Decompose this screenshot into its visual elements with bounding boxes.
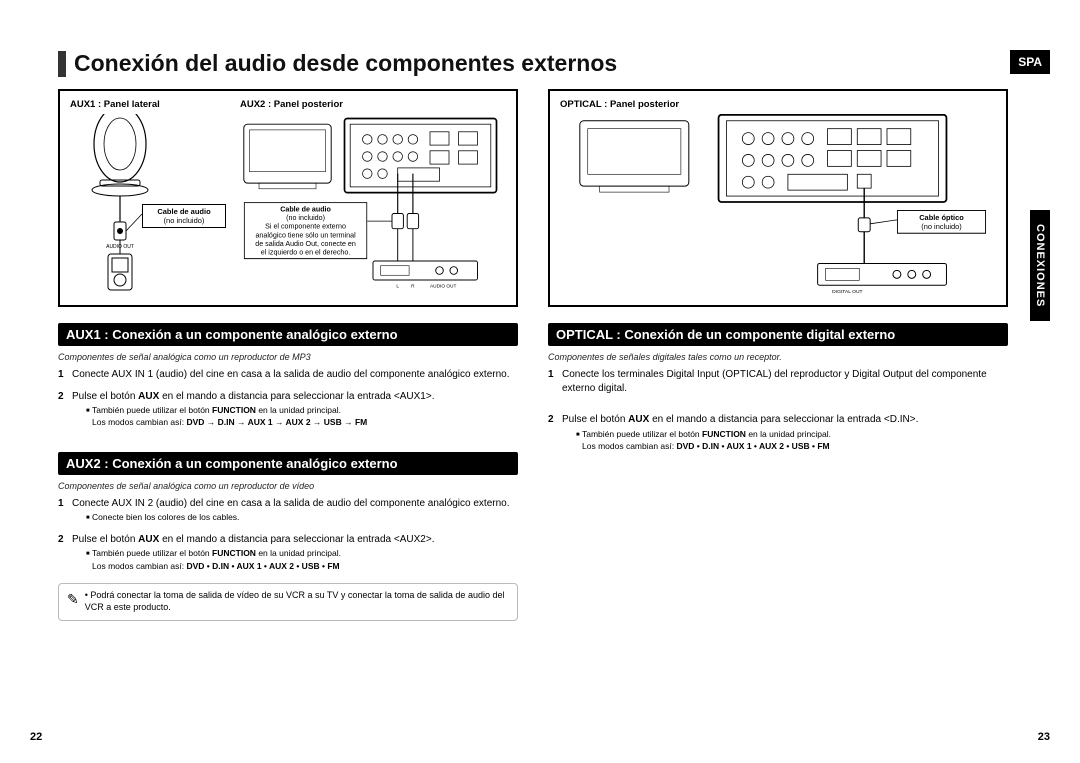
aux1-step1: 1 Conecte AUX IN 1 (audio) del cine en c… bbox=[58, 368, 518, 382]
title-accent bbox=[58, 51, 66, 77]
manual-page: Conexión del audio desde componentes ext… bbox=[58, 50, 1050, 723]
footnote-box: ✎ • Podrá conectar la toma de salida de … bbox=[58, 583, 518, 620]
footnote-text: Podrá conectar la toma de salida de víde… bbox=[85, 590, 505, 612]
aux2-diagram-label: AUX2 : Panel posterior bbox=[240, 99, 506, 110]
diagram-aux: AUX1 : Panel lateral bbox=[58, 89, 518, 307]
note-icon: ✎ bbox=[67, 590, 79, 613]
aux2-step1: 1 Conecte AUX IN 2 (audio) del cine en c… bbox=[58, 497, 518, 525]
page-number-left: 22 bbox=[30, 731, 42, 743]
optical-diagram-label: OPTICAL : Panel posterior bbox=[560, 99, 996, 110]
optical-step1: 1 Conecte los terminales Digital Input (… bbox=[548, 368, 1008, 395]
aux1-diagram-label: AUX1 : Panel lateral bbox=[70, 99, 230, 110]
diagram-optical: OPTICAL : Panel posterior bbox=[548, 89, 1008, 307]
aux1-subnote: Componentes de señal analógica como un r… bbox=[58, 352, 518, 362]
svg-text:L: L bbox=[396, 284, 399, 290]
aux2-subnote: Componentes de señal analógica como un r… bbox=[58, 481, 518, 491]
optical-heading: OPTICAL : Conexión de un componente digi… bbox=[548, 323, 1008, 346]
optical-subnote: Componentes de señales digitales tales c… bbox=[548, 352, 1008, 362]
aux1-heading: AUX1 : Conexión a un componente analógic… bbox=[58, 323, 518, 346]
aux2-cable-note: Cable de audio (no incluido) Si el compo… bbox=[244, 202, 367, 259]
optical-step2: 2 Pulse el botón AUX en el mando a dista… bbox=[548, 413, 1008, 453]
aux1-cable-note: Cable de audio (no incluido) bbox=[142, 204, 226, 228]
svg-text:R: R bbox=[411, 284, 415, 290]
aux2-diagram: L R AUDIO OUT Cable de audio (no incluid… bbox=[240, 114, 506, 294]
aux2-step2: 2 Pulse el botón AUX en el mando a dista… bbox=[58, 533, 518, 573]
page-number-right: 23 bbox=[1038, 731, 1050, 743]
section-tab: CONEXIONES bbox=[1030, 210, 1050, 321]
page-title: Conexión del audio desde componentes ext… bbox=[74, 50, 617, 77]
title-bar: Conexión del audio desde componentes ext… bbox=[58, 50, 1050, 77]
svg-text:DIGITAL OUT: DIGITAL OUT bbox=[832, 289, 862, 294]
content-columns: AUX1 : Panel lateral bbox=[58, 89, 1050, 621]
language-badge: SPA bbox=[1010, 50, 1050, 74]
aux1-diagram: AUDIO OUT Cable de audio (no incluido) bbox=[70, 114, 230, 294]
left-column: AUX1 : Panel lateral bbox=[58, 89, 518, 621]
optical-diagram: DIGITAL OUT Cable óptico (no incluido) bbox=[560, 114, 996, 294]
svg-text:AUDIO OUT: AUDIO OUT bbox=[430, 284, 456, 290]
optical-cable-note: Cable óptico (no incluido) bbox=[897, 210, 986, 234]
aux1-step2: 2 Pulse el botón AUX en el mando a dista… bbox=[58, 390, 518, 430]
aux2-heading: AUX2 : Conexión a un componente analógic… bbox=[58, 452, 518, 475]
right-column: OPTICAL : Panel posterior bbox=[548, 89, 1008, 461]
